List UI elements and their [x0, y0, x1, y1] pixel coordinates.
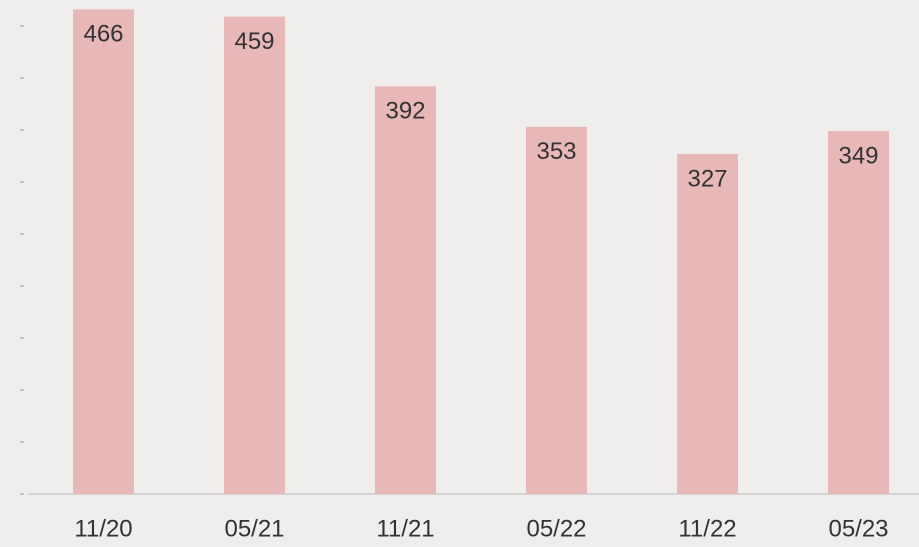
value-label: 459 — [234, 28, 274, 55]
value-label: 392 — [385, 98, 425, 125]
bar — [828, 131, 889, 495]
value-label: 466 — [83, 21, 123, 48]
bar — [224, 16, 285, 494]
x-tick-label: 11/20 — [74, 515, 132, 542]
x-tick-label: 05/21 — [224, 515, 284, 542]
x-tick-label: 11/21 — [376, 515, 434, 542]
value-label: 353 — [536, 138, 576, 165]
x-tick-label: 11/22 — [678, 515, 736, 542]
bar — [73, 9, 134, 495]
x-tick-label: 05/22 — [526, 515, 586, 542]
bar — [375, 86, 436, 494]
value-label: 349 — [838, 142, 878, 169]
bar — [526, 126, 587, 494]
bar — [677, 153, 738, 495]
value-label: 327 — [687, 165, 727, 192]
x-tick-label: 05/23 — [828, 515, 888, 542]
